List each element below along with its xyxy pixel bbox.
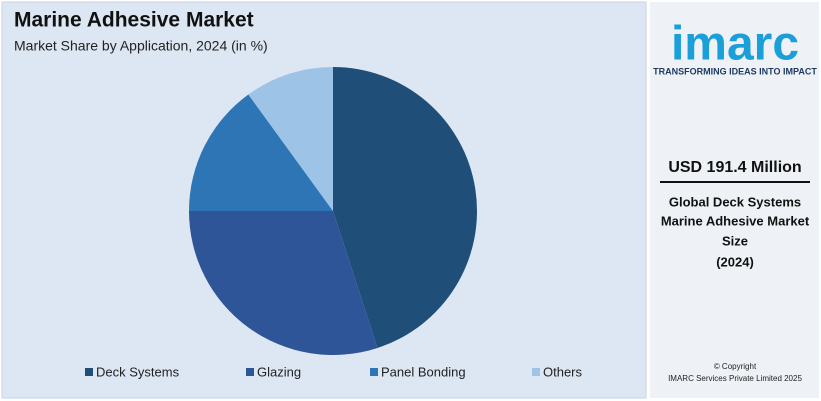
legend-label: Panel Bonding <box>381 364 466 379</box>
chart-subtitle: Market Share by Application, 2024 (in %) <box>14 38 268 54</box>
company: IMARC Services Private Limited 2025 <box>668 374 802 383</box>
legend-swatch <box>85 368 93 376</box>
legend-label: Glazing <box>257 364 301 379</box>
logo: imarc <box>671 18 799 71</box>
pie-slice <box>189 211 378 356</box>
pie-slice <box>189 94 333 211</box>
copyright: © Copyright <box>714 362 757 371</box>
chart-title: Marine Adhesive Market <box>14 9 254 32</box>
description: Marine Adhesive Market <box>661 213 810 228</box>
description: (2024) <box>716 254 754 269</box>
tagline: TRANSFORMING IDEAS INTO IMPACT <box>653 66 817 76</box>
legend-swatch <box>370 368 378 376</box>
headline: USD 191.4 Million <box>668 159 801 176</box>
sidebar-panel <box>650 2 819 398</box>
description: Size <box>722 233 748 248</box>
legend-swatch <box>532 368 540 376</box>
legend-swatch <box>246 368 254 376</box>
description: Global Deck Systems <box>669 194 801 209</box>
legend-label: Deck Systems <box>96 364 180 379</box>
legend-label: Others <box>543 364 583 379</box>
pie-slice <box>248 67 333 211</box>
pie-slice <box>333 67 477 348</box>
